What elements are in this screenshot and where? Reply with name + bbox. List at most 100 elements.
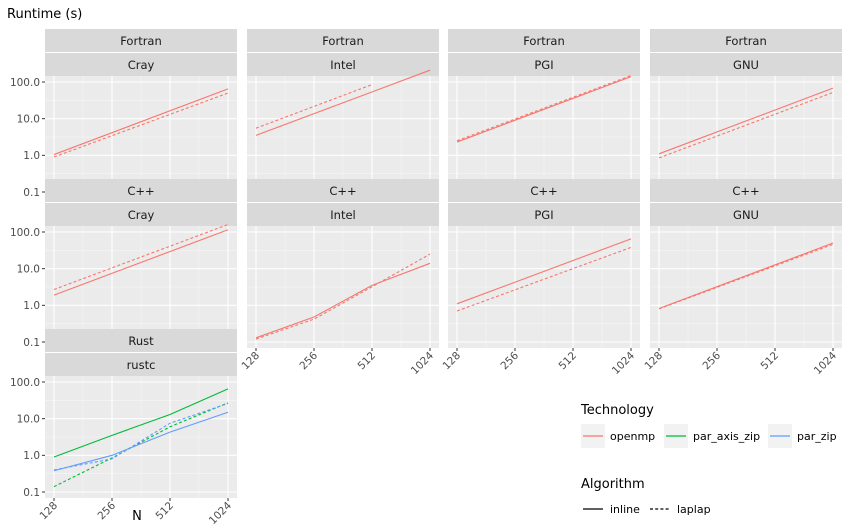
series-line-par-axis-zip-inline [53, 388, 229, 458]
legend-algorithm-keys: inline laplap [581, 497, 711, 521]
legend-key-laplap: laplap [648, 497, 711, 521]
panel-fortran-cray: Fortran Cray 0.1 1.0 10.0 100.0 [10, 29, 237, 199]
strip-label-compiler: Cray [128, 58, 155, 72]
panel-cpp-gnu: C++ GNU 128 256 512 1024 [642, 179, 842, 377]
strip-label-lang: Rust [128, 334, 154, 348]
strip-compiler-bg [45, 353, 237, 376]
strip-lang-bg [247, 179, 439, 202]
strip-label-compiler: GNU [733, 58, 759, 72]
x-tick-label: 512 [355, 350, 378, 373]
x-tick-label: 512 [758, 350, 781, 373]
y-tick-label: 10.0 [17, 263, 40, 275]
x-tick-label: 1024 [812, 349, 840, 377]
y-tick-label: 1.0 [23, 450, 40, 462]
strip-label-compiler: PGI [534, 208, 553, 222]
panel-cpp-intel: C++ Intel 128 256 512 1024 [239, 179, 439, 377]
strip-label-lang: C++ [329, 184, 356, 198]
legend-label: par_axis_zip [693, 430, 760, 443]
legend-key-par-zip: par_zip [768, 424, 837, 448]
y-axis-title: Runtime (s) [7, 7, 82, 22]
strip-label-compiler: PGI [534, 58, 553, 72]
y-tick-label: 100.0 [10, 377, 40, 389]
legend-label: openmp [610, 430, 655, 443]
strip-compiler-bg [650, 203, 842, 226]
x-tick-label: 256 [297, 349, 320, 372]
strip-compiler-bg [247, 203, 439, 226]
series-line-openmp-inline [658, 87, 834, 155]
x-tick-label: 256 [95, 499, 118, 522]
y-tick-label: 100.0 [10, 227, 40, 239]
x-tick-label: 1024 [409, 349, 437, 377]
strip-label-compiler: rustc [127, 358, 156, 372]
strip-label-lang: C++ [530, 184, 557, 198]
series-line-par-axis-zip-laplap [53, 402, 229, 488]
series-line-openmp-laplap [255, 253, 431, 340]
strip-lang-bg [650, 29, 842, 52]
x-tick-label: 512 [153, 500, 176, 523]
strip-compiler-bg [650, 53, 842, 76]
series-line-openmp-inline [53, 88, 229, 156]
y-tick-label: 1.0 [23, 150, 40, 162]
legend-algorithm-title: Algorithm [581, 477, 645, 492]
strip-label-lang: Fortran [725, 34, 767, 48]
strip-lang-bg [448, 29, 640, 52]
x-tick-label: 128 [440, 350, 463, 373]
strip-label-compiler: Cray [128, 208, 155, 222]
strip-label-compiler: GNU [733, 208, 759, 222]
strip-lang-bg [650, 179, 842, 202]
strip-compiler-bg [45, 203, 237, 226]
panel-fortran-intel: Fortran Intel [247, 29, 439, 198]
strip-label-lang: Fortran [523, 34, 565, 48]
legend-key-par-axis-zip: par_axis_zip [664, 424, 760, 448]
series-line-openmp-inline [456, 238, 632, 305]
y-tick-label: 0.1 [23, 487, 40, 499]
series-line-openmp-inline [255, 262, 431, 339]
strip-compiler-bg [247, 53, 439, 76]
x-axis-title: N [132, 509, 142, 524]
legend-key-openmp: openmp [581, 424, 655, 448]
y-tick-label: 1.0 [23, 300, 40, 312]
x-tick-label: 128 [642, 350, 665, 373]
y-tick-label: 10.0 [17, 113, 40, 125]
panel-fortran-pgi: Fortran PGI [448, 29, 640, 198]
strip-label-lang: C++ [127, 184, 154, 198]
series-line-par-zip-inline [53, 411, 229, 472]
x-tick-label: 1024 [207, 499, 235, 527]
strip-lang-bg [448, 179, 640, 202]
strip-label-compiler: Intel [330, 58, 355, 72]
x-tick-label: 128 [239, 350, 262, 373]
legend-key-inline: inline [581, 497, 640, 521]
x-tick-label: 1024 [610, 349, 638, 377]
panel-rust-rustc: Rust rustc 0.1 1.0 10.0 100.0 128 256 512 1024 [10, 329, 237, 527]
legend: Technology openmp par_axis_zip par_zip Alg… [580, 403, 837, 521]
legend-label: inline [610, 503, 640, 516]
strip-lang-bg [45, 179, 237, 202]
y-tick-label: 0.1 [23, 187, 40, 199]
series-line-par-zip-laplap [53, 402, 229, 471]
series-line-openmp-inline [255, 69, 431, 136]
strip-label-lang: C++ [732, 184, 759, 198]
x-tick-label: 256 [498, 349, 521, 372]
strip-lang-bg [247, 29, 439, 52]
series-line-openmp-inline [53, 229, 229, 296]
y-tick-label: 0.1 [23, 337, 40, 349]
series-line-openmp-inline [658, 242, 834, 310]
x-tick-label: 256 [700, 349, 723, 372]
strip-label-lang: Fortran [120, 34, 162, 48]
legend-label: par_zip [797, 430, 837, 443]
strip-lang-bg [45, 29, 237, 52]
legend-label: laplap [677, 503, 711, 516]
strip-compiler-bg [448, 203, 640, 226]
x-tick-label: 512 [556, 350, 579, 373]
facet-panels: FortranCray0.11.010.0100.0FortranIntelFo… [10, 29, 842, 527]
y-tick-label: 10.0 [17, 413, 40, 425]
strip-label-lang: Fortran [322, 34, 364, 48]
panel-cpp-cray: C++ Cray 0.1 1.0 10.0 100.0 [10, 179, 237, 349]
strip-compiler-bg [45, 53, 237, 76]
strip-lang-bg [45, 329, 237, 352]
x-tick-label: 128 [37, 500, 60, 523]
strip-compiler-bg [448, 53, 640, 76]
panel-cpp-pgi: C++ PGI 128 256 512 1024 [440, 179, 640, 377]
y-tick-label: 100.0 [10, 77, 40, 89]
